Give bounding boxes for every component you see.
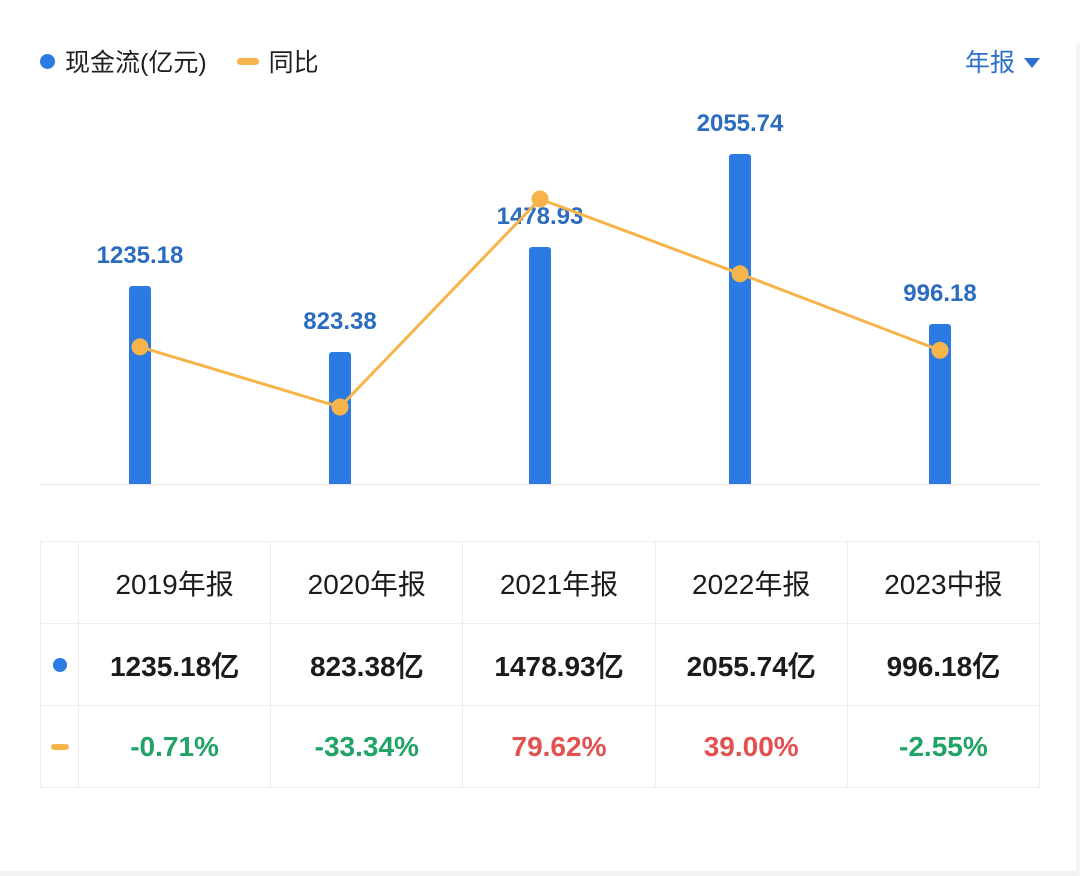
table-corner-cell [41,542,79,624]
table-value-cell: -33.34% [271,706,464,788]
cashflow-bar[interactable] [529,246,551,484]
data-table: 2019年报 2020年报 2021年报 2022年报 2023中报 1235.18亿 82… [40,541,1040,788]
period-selector[interactable]: 年报 [965,43,1040,79]
table-row-icon-cell [41,624,79,706]
table-value-cell: 79.62% [463,706,656,788]
legend-bar: 现金流(亿元) 同比 年报 [40,44,1040,78]
table-value-cell: 1235.18亿 [79,624,272,706]
legend-cashflow: 现金流(亿元) [40,43,207,79]
period-selector-label: 年报 [964,49,1015,77]
chevron-down-icon [1024,57,1040,68]
bar-value-label: 823.38 [303,307,377,335]
bar-value-label: 1478.93 [496,202,584,230]
bar-value-label: 1235.18 [96,241,184,269]
cashflow-bar[interactable] [729,154,751,484]
app-edge-right [1076,44,1080,876]
table-header-cell: 2019年报 [79,542,272,624]
stock-cashflow-panel: 现金流(亿元) 同比 年报 1235.18 823.38 1478.93 2055.7… [0,44,1080,788]
table-header-cell: 2021年报 [463,542,656,624]
table-header-cell: 2023中报 [847,542,1040,624]
table-value-cell: 996.18亿 [847,624,1040,706]
app-edge-bottom [0,871,1080,876]
table-value-cell: 1478.93亿 [463,624,656,706]
table-header-cell: 2022年报 [655,542,848,624]
legend-cashflow-label: 现金流(亿元) [65,49,207,77]
table-value-cell: -2.55% [847,706,1040,788]
cashflow-bar[interactable] [129,285,151,484]
legend-yoy: 同比 [236,43,319,79]
yoy-dash-icon [236,57,259,65]
bar-value-label: 2055.74 [696,110,784,137]
table-value-cell: 2055.74亿 [655,624,848,706]
legend-yoy-label: 同比 [268,49,319,77]
table-value-cell: 39.00% [655,706,848,788]
cashflow-dot-icon [52,657,67,672]
cashflow-dot-icon [40,53,55,69]
combo-chart[interactable]: 1235.18 823.38 1478.93 2055.74 996.18 [40,102,1040,485]
bar-value-label: 996.18 [903,280,977,308]
table-value-cell: -0.71% [79,706,272,788]
table-header-cell: 2020年报 [271,542,464,624]
table-value-cell: 823.38亿 [271,624,464,706]
cashflow-bar[interactable] [329,351,351,484]
table-row-icon-cell [41,706,79,788]
yoy-dash-icon [50,743,69,750]
cashflow-bar[interactable] [929,324,951,484]
